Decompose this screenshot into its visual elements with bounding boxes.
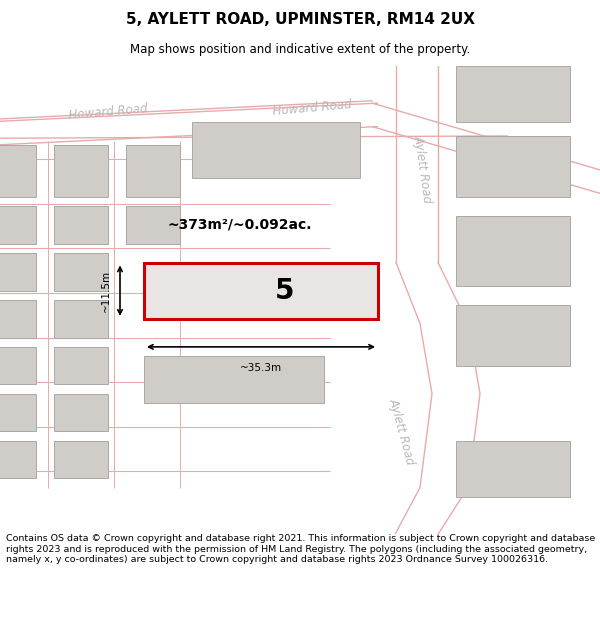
Text: 5: 5 — [275, 277, 295, 304]
Polygon shape — [126, 145, 180, 197]
Polygon shape — [456, 304, 570, 366]
Polygon shape — [0, 441, 36, 478]
Polygon shape — [0, 394, 36, 431]
Polygon shape — [0, 145, 36, 197]
Text: Contains OS data © Crown copyright and database right 2021. This information is : Contains OS data © Crown copyright and d… — [6, 534, 595, 564]
Polygon shape — [54, 145, 108, 197]
Polygon shape — [54, 253, 108, 291]
Polygon shape — [0, 253, 36, 291]
Polygon shape — [456, 441, 570, 497]
Text: ~373m²/~0.092ac.: ~373m²/~0.092ac. — [168, 218, 312, 232]
Polygon shape — [456, 216, 570, 286]
Polygon shape — [144, 262, 378, 319]
Polygon shape — [54, 441, 108, 478]
Text: Aylett Road: Aylett Road — [387, 396, 417, 466]
Polygon shape — [54, 394, 108, 431]
Polygon shape — [54, 206, 108, 244]
Polygon shape — [144, 356, 324, 403]
Polygon shape — [0, 347, 36, 384]
Text: Howard Road: Howard Road — [68, 102, 148, 122]
Text: Howard Road: Howard Road — [272, 98, 352, 118]
Text: 5, AYLETT ROAD, UPMINSTER, RM14 2UX: 5, AYLETT ROAD, UPMINSTER, RM14 2UX — [125, 12, 475, 27]
Polygon shape — [456, 136, 570, 197]
Text: ~35.3m: ~35.3m — [240, 363, 282, 373]
Polygon shape — [456, 66, 570, 122]
Text: Map shows position and indicative extent of the property.: Map shows position and indicative extent… — [130, 42, 470, 56]
Polygon shape — [0, 300, 36, 338]
Text: Aylett Road: Aylett Road — [412, 134, 434, 204]
Polygon shape — [126, 206, 180, 244]
Polygon shape — [192, 122, 360, 178]
Polygon shape — [54, 300, 108, 338]
Polygon shape — [0, 206, 36, 244]
Polygon shape — [54, 347, 108, 384]
Text: ~11.5m: ~11.5m — [101, 269, 111, 312]
